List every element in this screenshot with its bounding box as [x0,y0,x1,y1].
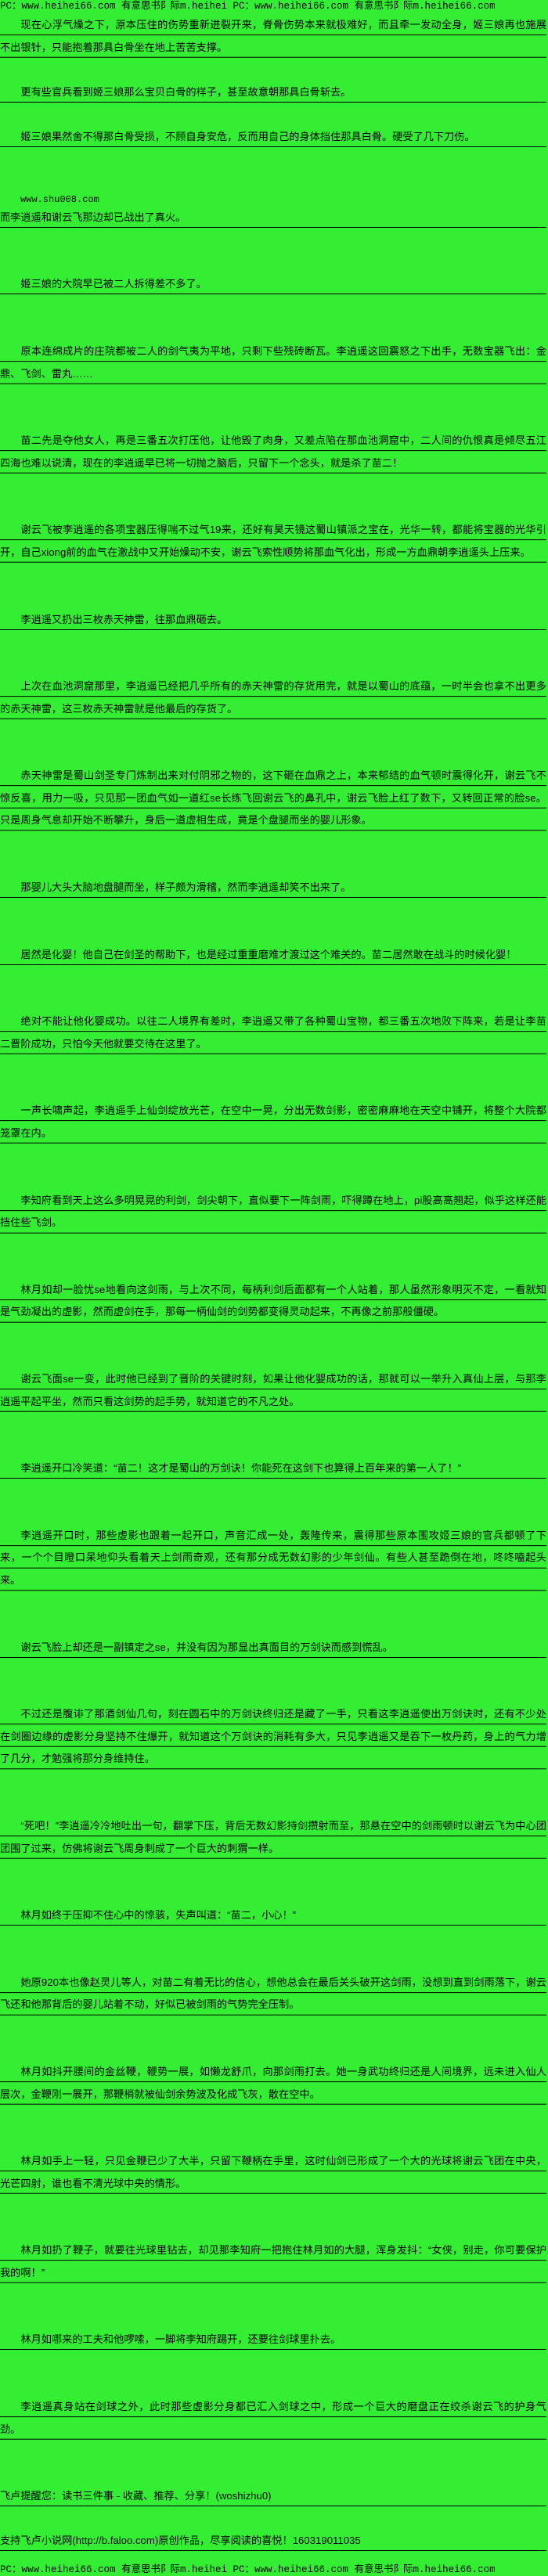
paragraph-spacer [0,1234,546,1279]
paragraph-spacer [0,1324,546,1368]
paragraph: 谢云飞面se一变，此时他已经到了晋阶的关键时刻，如果让他化婴成功的话，那就可以一… [0,1368,546,1414]
paragraph-spacer [0,899,546,944]
paragraph-spacer [0,1145,546,1190]
site-watermark-inline: www.shu008.com [20,193,99,205]
paragraph-spacer [0,564,546,609]
paragraph-spacer [0,2106,546,2150]
paragraph: 苗二先是夺他女人，再是三番五次打压他，让他毁了肉身，又差点陷在那血池洞窟中，二人… [0,430,546,475]
paragraph-spacer [0,1413,546,1457]
paragraph-spacer [0,2351,546,2396]
paragraph: 林月如手上一轻，只见金鞭已少了大半，只留下鞭柄在手里，这时仙剑已形成了一个大的光… [0,2150,546,2196]
paragraph: 原本连绵成片的庄院都被二人的剑气夷为平地，只剩下些残砖断瓦。李逍遥这回震怒之下出… [0,340,546,386]
watermark-bottom: PC：www.heihei66.com 有意思书阝际m.heihei PC：ww… [0,2564,496,2576]
paragraph-spacer [0,631,546,676]
footer-spacer [0,2553,548,2563]
paragraph-spacer [0,2284,546,2329]
paragraph: 林月如哪来的工夫和他啰嗦，一脚将李知府踢开，还要往剑球里扑去。 [0,2329,546,2352]
paragraph-spacer [0,1771,546,1815]
paragraph: 李逍遥开口冷笑道：“苗二！这才是蜀山的万剑诀！你能死在这剑下也算得上百年来的第一… [0,1457,546,1480]
paragraph: 更有些官兵看到姬三娘那么宝贝白骨的样子，甚至故意朝那具白骨斩去。 [0,81,546,104]
paragraph: 林月如却一脸忧se地看向这剑雨，与上次不同，每柄利剑后面都有一个人站着，那人虽然… [0,1278,546,1324]
paragraph-spacer [0,2016,546,2061]
paragraph: “死吧！”李逍遥冷冷地吐出一句，翻掌下压，背后无数幻影持剑攒射而至，那悬在空中的… [0,1814,546,1861]
article-body: 现在心浮气燥之下，原本压住的伤势重新迸裂开来，脊骨伤势本来就极难好，而且牵一发动… [0,14,548,2553]
paragraph: 谢云飞被李逍遥的各项宝器压得喘不过气19来，还好有昊天镜这蜀山镇派之宝在，光华一… [0,519,546,564]
paragraph: 林月如抖开腰间的金丝鞭，鞭势一展，如懒龙舒爪，向那剑雨打去。她一身武功终归还是人… [0,2060,546,2106]
paragraph: 绝对不能让他化婴成功。以往二人境界有差时，李逍遥又带了各种蜀山宝物，都三番五次地… [0,1011,546,1056]
site-support-note: 支持飞卢小说网(http://b.faloo.com)原创作品，尽享阅读的喜悦！… [0,2530,546,2553]
paragraph-spacer [0,966,546,1011]
paragraph-spacer [0,2195,546,2239]
paragraph: 现在心浮气燥之下，原本压住的伤势重新迸裂开来，脊骨伤势本来就极难好，而且牵一发动… [0,14,546,59]
paragraph-spacer [0,1055,546,1100]
paragraph-spacer [0,296,546,340]
paragraph: 谢云飞脸上却还是一副镇定之se，并没有因为那显出真面目的万剑诀而感到慌乱。 [0,1636,546,1659]
paragraph-spacer [0,1592,546,1637]
paragraph: 赤天神雷是蜀山剑圣专门炼制出来对付阴邪之物的，这下砸在血鼎之上，本来郁结的血气顿… [0,765,546,833]
paragraph-spacer [0,251,546,274]
paragraph-spacer [0,1860,546,1904]
paragraph: 姬三娘的大院早已被二人拆得差不多了。 [0,273,546,296]
paragraph-spacer [0,474,546,519]
paragraph: 上次在血池洞窟那里，李逍遥已经把几乎所有的赤天神雷的存货用完，就是以蜀山的底蕴，… [0,676,546,721]
paragraph: 李逍遥开口时，那些虚影也跟着一起开口，声音汇成一处，轰隆传来，震得那些原本围攻姬… [0,1524,546,1592]
paragraph: 李知府看到天上这么多明晃晃的利剑，剑尖朝下，直似要下一阵剑雨，吓得蹲在地上，pi… [0,1189,546,1234]
paragraph: 林月如扔了鞭子，就要往光球里钻去，却见那李知府一把抱住林月如的大腿，浑身发抖：“… [0,2239,546,2285]
paragraph-spacer [0,149,546,193]
site-reminder-note: 飞卢提醒您：读书三件事 - 收藏、推荐、分享！(woshizhu0) [0,2485,546,2508]
paragraph: 居然是化婴！他自己在剑圣的帮助下，也是经过重重磨难才渡过这个难关的。苗二居然敢在… [0,943,546,967]
paragraph: 不过还是腹诽了那酒剑仙几句，刻在圆石中的万剑诀终归还是藏了一手，只看这李逍遥使出… [0,1703,546,1771]
paragraph: 那婴儿大头大脑地盘腿而坐，样子颇为滑稽，然而李逍遥却笑不出来了。 [0,877,546,899]
paragraph-spacer [0,385,546,430]
paragraph-spacer [0,1659,546,1703]
paragraph-spacer [0,832,546,877]
paragraph: 她原920本也像赵灵儿等人，对苗二有着无比的信心，想他总会在最后关头破开这剑雨，… [0,1971,546,2016]
paragraph: 而李逍遥和谢云飞那边却已战出了真火。 [0,206,546,229]
paragraph: 李逍遥又扔出三枚赤天神雷，往那血鼎砸去。 [0,608,546,632]
paragraph: 林月如终于压抑不住心中的惊骇，失声叫道：“苗二，小心！” [0,1904,546,1927]
paragraph-spacer [0,2441,546,2485]
watermark-top: PC：www.heihei66.com 有意思书阝际m.heihei PC：ww… [0,1,496,12]
paragraph: 李逍遥真身站在剑球之外，此时那些虚影分身都已汇入剑球之中，形成一个巨大的磨盘正在… [0,2396,546,2441]
paragraph: 姬三娘果然舍不得那白骨受损，不顾自身安危，反而用自己的身体挡住那具白骨。硬受了几… [0,125,546,149]
paragraph-spacer [0,1480,546,1525]
paragraph: 一声长啸声起，李逍遥手上仙剑绽放光芒，在空中一晃，分出无数剑影，密密麻麻地在天空… [0,1100,546,1145]
paragraph-spacer [0,720,546,765]
paragraph-spacer [0,1927,546,1972]
paragraph-spacer [0,2508,546,2531]
